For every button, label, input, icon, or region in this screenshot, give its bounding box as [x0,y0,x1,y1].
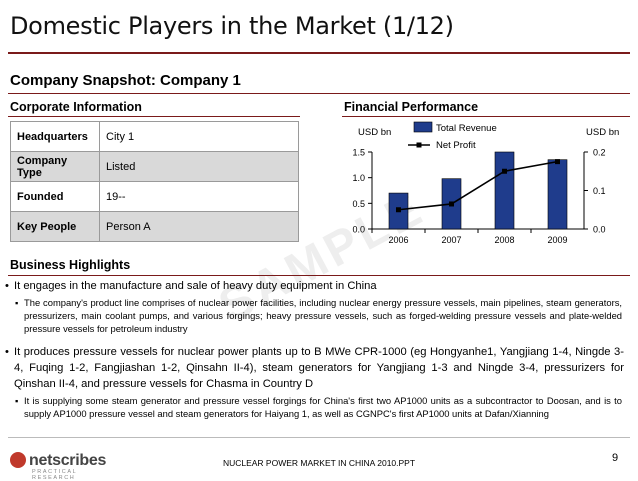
highlight-bullet: • It produces pressure vessels for nucle… [5,344,624,392]
financial-performance-chart: 0.0 0.5 1.0 1.5 0.0 0.1 0.2 USD bn USD bn 2006 200… [352,121,619,245]
right-tick-label: 0.0 [593,225,606,235]
table-value: Person A [99,211,299,242]
net-profit-point [396,207,401,213]
legend-profit-label: Net Profit [436,140,476,151]
netscribes-logo: netscribes PRACTICAL RESEARCH [10,452,107,481]
legend-revenue-swatch [413,121,433,133]
x-tick-label: 2007 [441,235,461,245]
x-tick-label: 2006 [388,235,408,245]
snapshot-divider [8,93,630,94]
financial-performance-divider [342,116,630,117]
corporate-info-table: Headquarters City 1 Company Type Listed … [10,121,299,242]
revenue-bar [494,151,515,230]
business-highlights-heading: Business Highlights [10,258,131,272]
x-tick-label: 2008 [494,235,514,245]
table-key: Company Type [10,151,100,182]
table-row: Founded 19-- [10,181,299,212]
corporate-info-divider [8,116,300,117]
x-tick-label: 2009 [547,235,567,245]
logo-tagline: PRACTICAL RESEARCH [32,469,78,481]
net-profit-point [555,159,560,165]
highlight-sub-text: It is supplying some steam generator and… [24,395,622,419]
highlight-text: It produces pressure vessels for nuclear… [14,346,624,390]
left-tick-label: 0.5 [352,199,365,209]
page-number: 9 [612,452,619,464]
legend-profit-marker [416,142,422,148]
highlight-bullet: • It engages in the manufacture and sale… [5,278,624,294]
table-row: Company Type Listed [10,151,299,182]
financial-performance-heading: Financial Performance [344,100,479,114]
left-tick-label: 1.0 [352,173,365,183]
logo-text: netscribes [29,452,107,469]
highlight-sub-bullet: ▪ The company's product line comprises o… [15,296,622,335]
right-tick-label: 0.2 [593,148,606,158]
corporate-info-heading: Corporate Information [10,100,142,114]
square-bullet-icon: ▪ [15,297,19,308]
business-highlights-divider [8,275,630,276]
net-profit-point [449,201,454,207]
revenue-bar [547,159,568,230]
table-value: City 1 [99,121,299,152]
table-value: Listed [99,151,299,182]
logo-mark-icon [10,452,26,468]
footer-document-name: NUCLEAR POWER MARKET IN CHINA 2010.PPT [222,458,416,468]
table-key: Key People [10,211,100,242]
title-divider [8,52,630,54]
right-tick-label: 0.1 [593,186,606,196]
highlight-sub-bullet: ▪ It is supplying some steam generator a… [15,394,622,420]
legend-revenue-label: Total Revenue [436,123,497,134]
page-title: Domestic Players in the Market (1/12) [10,12,454,40]
table-key: Headquarters [10,121,100,152]
left-axis-label: USD bn [358,127,391,138]
right-axis-label: USD bn [586,127,619,138]
highlight-sub-text: The company's product line comprises of … [24,297,622,334]
table-row: Key People Person A [10,211,299,242]
left-tick-label: 1.5 [352,148,365,158]
snapshot-title: Company Snapshot: Company 1 [10,72,241,89]
footer-divider [8,437,630,438]
net-profit-line [398,160,558,211]
table-value: 19-- [99,181,299,212]
net-profit-point [502,168,507,174]
table-row: Headquarters City 1 [10,121,299,152]
highlight-text: It engages in the manufacture and sale o… [14,280,377,292]
square-bullet-icon: ▪ [15,395,19,406]
table-key: Founded [10,181,100,212]
left-tick-label: 0.0 [352,225,365,235]
bullet-icon: • [5,346,9,358]
bullet-icon: • [5,280,9,292]
